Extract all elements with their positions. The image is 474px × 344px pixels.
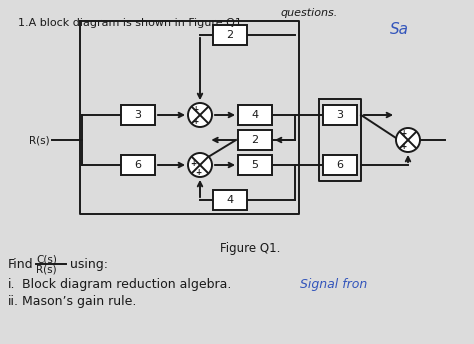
Text: 3: 3: [135, 110, 142, 120]
Text: 5: 5: [252, 160, 258, 170]
Text: Signal fron: Signal fron: [300, 278, 367, 291]
Bar: [121, 105, 155, 125]
Text: +: +: [400, 129, 406, 138]
Text: +: +: [196, 168, 202, 177]
Text: +: +: [400, 141, 406, 151]
Text: +: +: [190, 159, 197, 168]
Text: 4: 4: [227, 195, 234, 205]
Circle shape: [396, 128, 420, 152]
Bar: [121, 155, 155, 175]
Text: R(s): R(s): [36, 264, 56, 274]
Bar: [213, 190, 247, 210]
Text: questions.: questions.: [280, 8, 337, 18]
Text: using:: using:: [70, 258, 108, 271]
Text: Sa: Sa: [390, 22, 409, 37]
Text: R(s): R(s): [29, 135, 50, 145]
Bar: [323, 105, 357, 125]
Text: 6: 6: [135, 160, 142, 170]
Text: 4: 4: [251, 110, 258, 120]
Bar: [213, 25, 247, 45]
Bar: [238, 105, 272, 125]
Text: Find: Find: [8, 258, 34, 271]
Text: 1.A block diagram is shown in Figure Q1.: 1.A block diagram is shown in Figure Q1.: [18, 18, 246, 28]
Text: 2: 2: [251, 135, 258, 145]
Text: 2: 2: [227, 30, 234, 40]
Text: +: +: [192, 117, 198, 126]
Text: Block diagram reduction algebra.: Block diagram reduction algebra.: [22, 278, 231, 291]
Circle shape: [188, 103, 212, 127]
Text: 3: 3: [337, 110, 344, 120]
Text: i.: i.: [8, 278, 16, 291]
Bar: [238, 155, 272, 175]
Text: Figure Q1.: Figure Q1.: [220, 242, 281, 255]
Text: C(s): C(s): [36, 255, 57, 265]
Text: 6: 6: [337, 160, 344, 170]
Text: Mason’s gain rule.: Mason’s gain rule.: [22, 295, 137, 308]
Text: ii.: ii.: [8, 295, 19, 308]
Bar: [323, 155, 357, 175]
Circle shape: [188, 153, 212, 177]
Text: +: +: [192, 105, 198, 114]
Bar: [238, 130, 272, 150]
